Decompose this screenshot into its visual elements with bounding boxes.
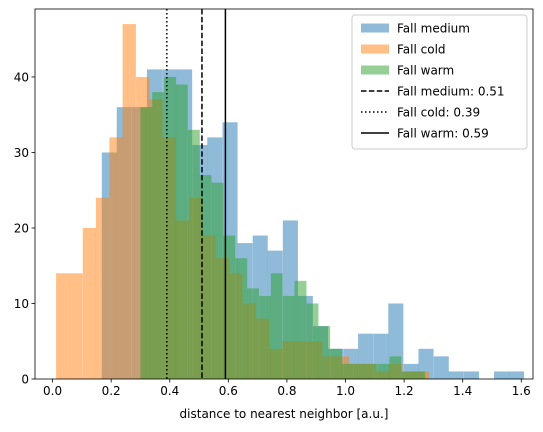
legend-label: Fall warm [397, 64, 454, 78]
histogram-bar-series-2 [318, 326, 331, 379]
bars-layer [56, 24, 525, 380]
y-tick-label: 10 [14, 297, 29, 311]
y-tick-label: 20 [14, 221, 29, 235]
y-axis-ticks: 0 10 20 30 40 [14, 70, 35, 387]
histogram-bar-series-2 [152, 92, 165, 380]
histogram-bar-series-2 [354, 363, 366, 379]
histogram-bar-series-0 [463, 371, 479, 379]
histogram-bar-series-2 [164, 76, 177, 380]
histogram-bar-series-0 [494, 371, 510, 379]
legend: Fall medium Fall cold Fall warm Fall medium… [351, 14, 528, 150]
histogram-bar-series-1 [56, 273, 70, 379]
x-axis-label: distance to nearest neighbor [a.u.] [180, 407, 389, 421]
x-tick-label: 0.2 [102, 384, 121, 398]
histogram-bar-series-0 [448, 371, 464, 379]
legend-swatch-series-2 [361, 65, 389, 75]
x-tick-label: 0.0 [43, 384, 62, 398]
histogram-bar-series-2 [270, 273, 283, 379]
histogram-bar-series-2 [342, 363, 354, 379]
histogram-bar-series-2 [377, 363, 390, 379]
histogram-bar-series-2 [330, 348, 343, 379]
legend-box [351, 14, 528, 150]
x-tick-label: 0.8 [277, 384, 296, 398]
x-tick-label: 1.2 [395, 384, 414, 398]
histogram-bar-series-2 [294, 280, 307, 379]
legend-label: Fall cold [397, 43, 446, 57]
histogram-bar-series-0 [508, 371, 525, 379]
x-tick-label: 1.4 [453, 384, 472, 398]
legend-swatch-series-1 [361, 44, 389, 54]
histogram-bar-series-2 [187, 129, 200, 379]
legend-label: Fall warm: 0.59 [397, 127, 489, 141]
histogram-bar-series-2 [413, 371, 426, 379]
legend-label: Fall cold: 0.39 [397, 106, 480, 120]
histogram-bar-series-1 [109, 137, 123, 379]
y-tick-label: 30 [14, 146, 29, 160]
histogram-bar-series-2 [259, 295, 271, 379]
histogram-bar-series-1 [122, 24, 136, 379]
legend-label: Fall medium: 0.51 [397, 85, 505, 99]
y-tick-label: 0 [21, 373, 29, 387]
vlines-layer [166, 9, 227, 379]
histogram-bar-series-2 [365, 363, 378, 379]
histogram-bar-series-2 [223, 235, 236, 379]
y-tick-label: 40 [14, 70, 29, 84]
histogram-bar-series-2 [282, 295, 295, 379]
histogram-bar-series-1 [82, 227, 97, 379]
histogram-bar-series-2 [247, 288, 259, 379]
x-tick-label: 1.6 [512, 384, 531, 398]
histogram-bar-series-1 [69, 273, 83, 379]
legend-swatch-series-0 [361, 23, 389, 33]
x-axis-ticks: 0.0 0.2 0.4 0.6 0.8 1.0 1.2 1.4 1.6 [43, 379, 531, 398]
histogram-bar-series-2 [235, 258, 248, 379]
histogram-bar-series-2 [211, 182, 224, 379]
histogram-bar-series-2 [199, 175, 212, 379]
histogram-bar-series-2 [140, 107, 153, 379]
x-tick-label: 1.0 [336, 384, 355, 398]
histogram-bar-series-2 [401, 371, 414, 379]
x-tick-label: 0.4 [160, 384, 179, 398]
histogram-bar-series-1 [95, 197, 110, 379]
histogram-bar-series-2 [306, 303, 319, 379]
x-tick-label: 0.6 [219, 384, 238, 398]
histogram-bar-series-0 [433, 356, 449, 379]
plot-frame [34, 8, 534, 380]
histogram-bar-series-2 [175, 84, 188, 380]
histogram-bar-series-2 [389, 356, 402, 379]
legend-label: Fall medium [397, 22, 470, 36]
